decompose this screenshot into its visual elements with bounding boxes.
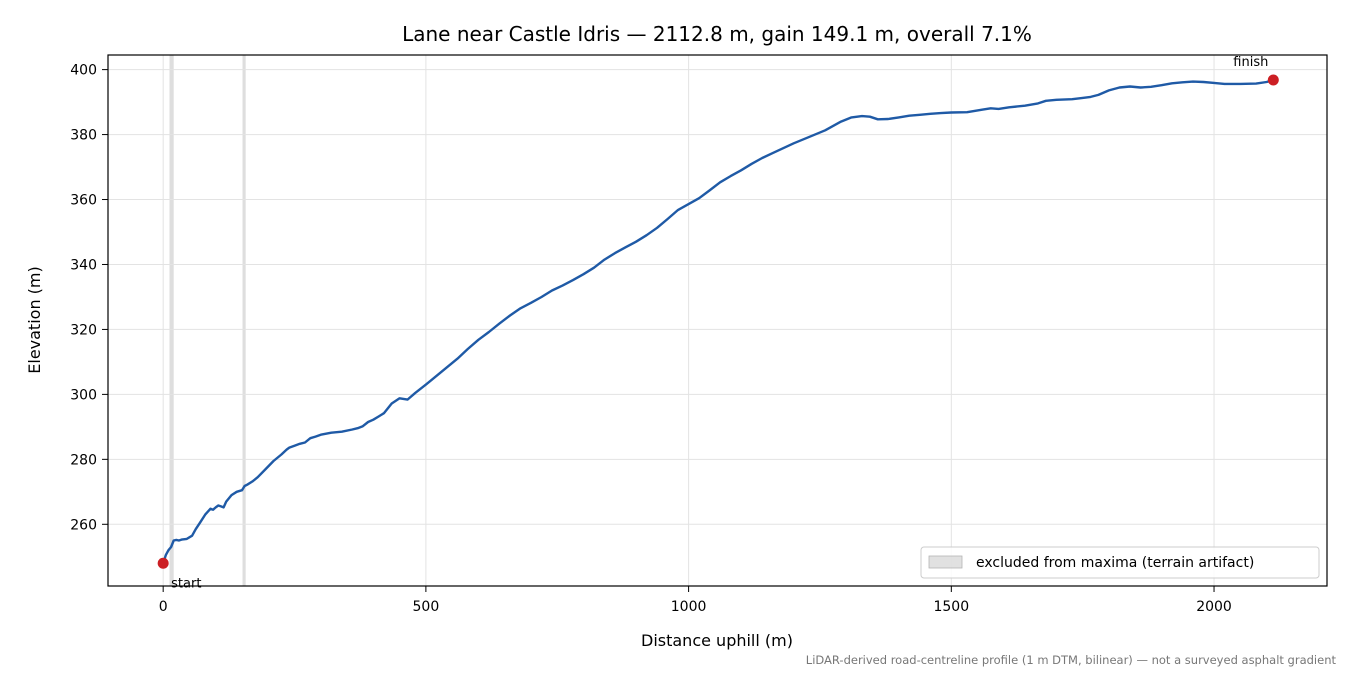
y-axis-label: Elevation (m) (25, 266, 44, 373)
finish-label: finish (1233, 55, 1268, 70)
chart-title: Lane near Castle Idris — 2112.8 m, gain … (402, 22, 1032, 46)
y-tick-label: 300 (70, 387, 97, 403)
finish-marker (1267, 74, 1279, 86)
x-tick-label: 1000 (671, 599, 707, 615)
start-marker (157, 557, 169, 569)
y-tick-label: 340 (70, 257, 97, 273)
y-tick-label: 320 (70, 322, 97, 338)
x-tick-label: 0 (159, 599, 168, 615)
elevation-line-1 (161, 78, 1275, 565)
excluded-band-1 (169, 55, 174, 586)
legend-swatch (928, 555, 963, 569)
y-axis-ticks: 260 280 300 320 340 360 380 400 (70, 63, 108, 533)
plot-frame (107, 54, 1328, 587)
y-tick-label: 400 (70, 63, 97, 79)
legend-label: excluded from maxima (terrain artifact) (976, 555, 1254, 571)
x-tick-label: 2000 (1196, 599, 1232, 615)
footnote: LiDAR-derived road-centreline profile (1… (806, 653, 1337, 667)
grid (108, 55, 1327, 586)
x-axis-label: Distance uphill (m) (641, 631, 793, 650)
series-layer (161, 78, 1275, 565)
legend: excluded from maxima (terrain artifact) (920, 546, 1320, 579)
excluded-band-2 (242, 55, 246, 586)
endpoint-markers: start finish (157, 55, 1279, 591)
y-tick-label: 280 (70, 452, 97, 468)
x-tick-label: 1500 (933, 599, 969, 615)
y-tick-label: 380 (70, 128, 97, 144)
start-label: start (171, 576, 201, 591)
x-tick-label: 500 (413, 599, 440, 615)
legend-box (920, 546, 1320, 579)
y-tick-label: 360 (70, 193, 97, 209)
x-axis-ticks: 0 500 1000 1500 2000 (159, 586, 1232, 615)
excluded-bands (169, 55, 246, 586)
y-tick-label: 260 (70, 517, 97, 533)
